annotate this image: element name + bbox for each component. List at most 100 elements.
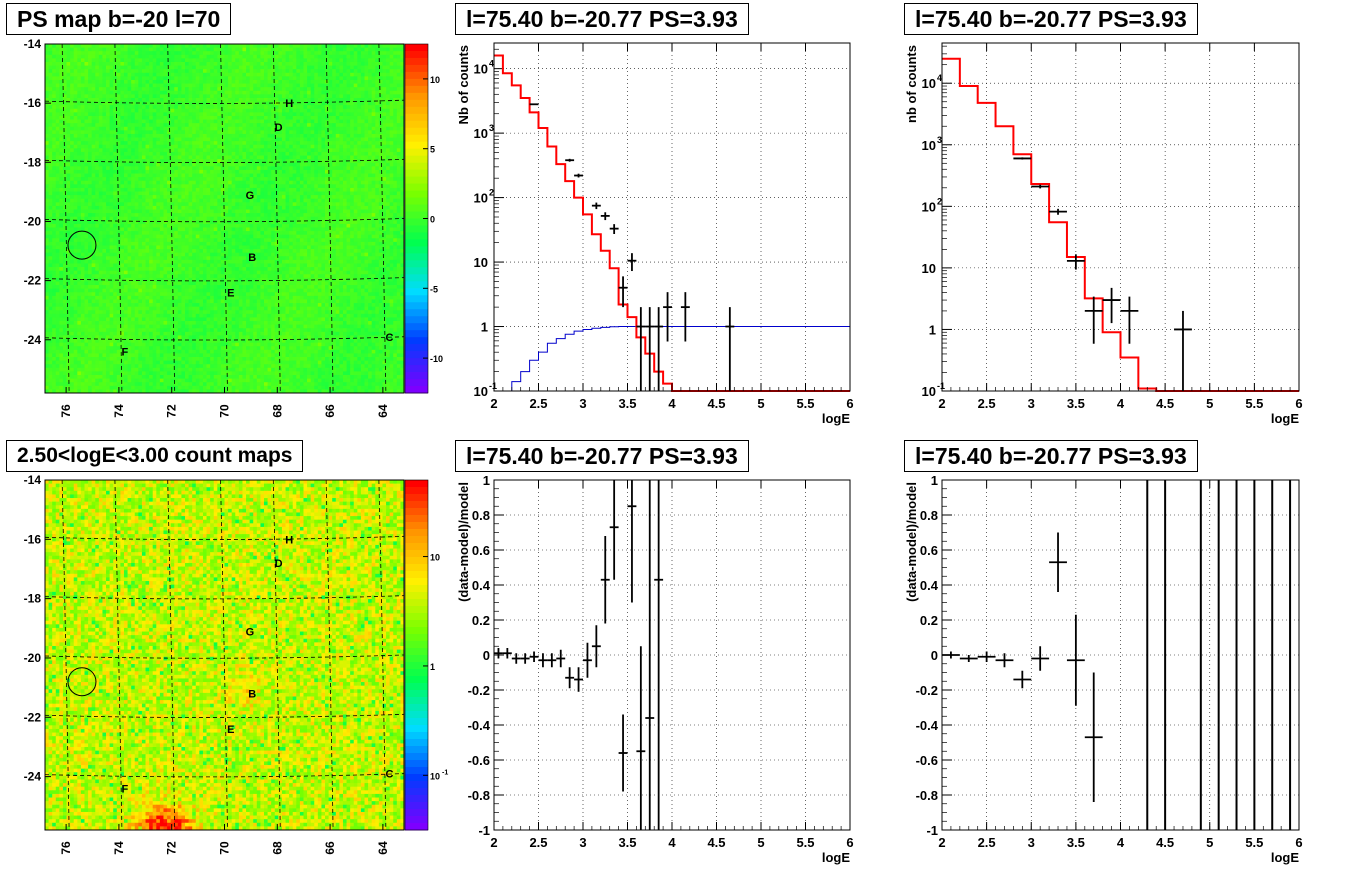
y-tick-label: -16 [24, 532, 42, 546]
source-label-C: C [386, 769, 394, 781]
x-tick-label: 4 [668, 835, 676, 850]
coord-grid [44, 479, 405, 831]
y-tick-label: -0.4 [468, 718, 491, 733]
x-tick-label: 4.5 [707, 396, 725, 411]
colorbar-step [405, 578, 428, 586]
x-tick-label: 4.5 [707, 835, 725, 850]
colorbar-step [405, 508, 428, 516]
colorbar-step [405, 141, 428, 150]
colorbar-step [405, 176, 428, 185]
colorbar-step [405, 816, 428, 824]
colorbar-step [405, 718, 428, 726]
y-tick-label: -0.8 [916, 788, 938, 803]
colorbar-step [405, 337, 428, 345]
x-tick-label: 4 [668, 396, 676, 411]
x-tick-label: 3.5 [618, 835, 636, 850]
colorbar-step [405, 64, 428, 73]
colorbar-step [405, 662, 428, 670]
x-tick-label: 4 [1117, 835, 1125, 850]
colorbar-step [405, 564, 428, 572]
colorbar-step [405, 536, 428, 544]
y-tick-label: 1 [483, 473, 490, 488]
colorbar-step [405, 795, 428, 803]
colorbar-step [405, 641, 428, 649]
x-tick-label: 3 [1028, 835, 1035, 850]
colorbar-step [405, 183, 428, 192]
x-axis-label: logE [1271, 850, 1299, 865]
colorbar-step [405, 515, 428, 523]
colorbar-step [405, 281, 428, 289]
heatmap-cells [45, 44, 405, 394]
y-tick-exponent: 3 [937, 135, 942, 145]
colorbar-step [405, 106, 428, 115]
x-tick-label: 5.5 [1245, 396, 1263, 411]
colorbar-step [405, 365, 428, 373]
grid-meridian [167, 43, 176, 394]
colorbar-step [405, 44, 428, 52]
colorbar-step [405, 606, 428, 614]
plot-background [494, 43, 850, 391]
x-tick-label: 70 [218, 841, 232, 855]
y-tick-label: 0.8 [920, 508, 938, 523]
y-tick-label: -0.6 [468, 753, 490, 768]
colorbar-step [405, 148, 428, 157]
colorbar-step [405, 571, 428, 579]
grid-parallel [44, 773, 405, 778]
colorbar-step [405, 557, 428, 565]
colorbar-step [405, 655, 428, 663]
plot-5: 1 0.8 0.6 0.4 0.2 0 -0.2 -0.4 -0.6 -0.8 -12 2.5 3 3.5… [904, 473, 1303, 865]
colorbar-step [405, 57, 428, 66]
grid-parallel [44, 535, 405, 540]
model-curve-blue [494, 326, 850, 392]
y-tick-label: -24 [24, 333, 42, 347]
x-tick-label: 5.5 [796, 835, 814, 850]
colorbar-step [405, 316, 428, 324]
colorbar-step [405, 330, 428, 338]
grid-meridian [325, 43, 334, 394]
colorbar-step [405, 218, 428, 226]
colorbar-step [405, 732, 428, 740]
grid-parallel [44, 713, 405, 718]
panel-title-count-map: 2.50<logE<3.00 count maps [6, 440, 304, 472]
y-tick-label: 1 [931, 473, 938, 488]
y-tick-label: 0 [483, 648, 490, 663]
plot-background [942, 480, 1299, 830]
y-tick-label: -0.8 [468, 788, 490, 803]
colorbar-step [405, 288, 428, 296]
y-tick-label: 10 [922, 261, 936, 276]
y-tick-label: 0.6 [920, 543, 938, 558]
x-tick-label: 72 [165, 841, 179, 855]
psf-circle [67, 230, 97, 260]
colorbar-step [405, 260, 428, 268]
source-label-G: G [246, 626, 255, 638]
colorbar-step [405, 99, 428, 108]
source-label-B: B [248, 689, 256, 701]
y-tick-label: -22 [24, 710, 42, 724]
x-tick-label: 2 [938, 396, 945, 411]
colorbar-step [405, 585, 428, 593]
y-tick-label: 10 [474, 126, 488, 141]
x-tick-label: 5.5 [796, 396, 814, 411]
colorbar-step [405, 592, 428, 600]
y-tick-label: -0.4 [916, 718, 939, 733]
grid-meridian [114, 479, 123, 831]
colorbar-step [405, 550, 428, 558]
x-tick-label: 5 [1206, 835, 1213, 850]
x-tick-label: 6 [846, 835, 853, 850]
colorbar-step [405, 71, 428, 80]
x-tick-label: 2.5 [529, 396, 547, 411]
colorbar-step [405, 522, 428, 530]
colorbar-step [405, 169, 428, 178]
colorbar-step [405, 120, 428, 129]
colorbar-step [405, 823, 428, 831]
y-tick-label: -1 [926, 823, 938, 838]
colorbar-step [405, 669, 428, 677]
x-tick-label: 5 [757, 835, 764, 850]
colorbar-step [405, 162, 428, 171]
y-tick-label: 0.4 [472, 578, 491, 593]
grid-parallel [44, 99, 405, 104]
colorbar-step [405, 225, 428, 233]
heatmap-cells [45, 480, 405, 831]
colorbar-step [405, 113, 428, 122]
